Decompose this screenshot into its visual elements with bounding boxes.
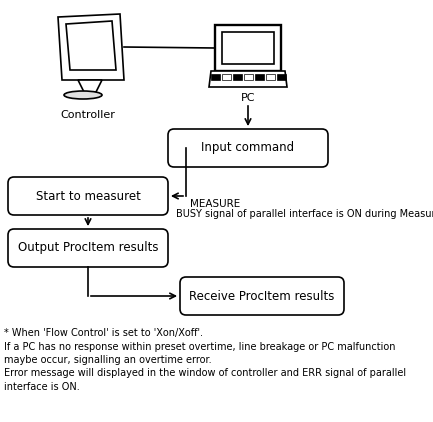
Text: maybe occur, signalling an overtime error.: maybe occur, signalling an overtime erro… <box>4 355 212 365</box>
Text: If a PC has no response within preset overtime, line breakage or PC malfunction: If a PC has no response within preset ov… <box>4 341 395 352</box>
Text: Input command: Input command <box>201 141 294 154</box>
Text: Receive ProcItem results: Receive ProcItem results <box>189 289 335 303</box>
FancyBboxPatch shape <box>8 177 168 215</box>
Polygon shape <box>78 80 102 92</box>
Polygon shape <box>222 74 230 80</box>
Polygon shape <box>277 74 285 80</box>
Polygon shape <box>215 25 281 71</box>
Text: PC: PC <box>241 93 255 103</box>
Text: MEASURE: MEASURE <box>190 199 240 209</box>
Polygon shape <box>233 74 242 80</box>
Text: * When 'Flow Control' is set to 'Xon/Xoff'.: * When 'Flow Control' is set to 'Xon/Xof… <box>4 328 203 338</box>
Text: interface is ON.: interface is ON. <box>4 382 80 392</box>
Polygon shape <box>255 74 264 80</box>
FancyBboxPatch shape <box>168 129 328 167</box>
Polygon shape <box>66 21 116 70</box>
FancyBboxPatch shape <box>8 229 168 267</box>
Polygon shape <box>58 14 124 80</box>
Text: BUSY signal of parallel interface is ON during Measurement.: BUSY signal of parallel interface is ON … <box>176 209 433 219</box>
Text: Output ProcItem results: Output ProcItem results <box>18 241 158 254</box>
FancyBboxPatch shape <box>180 277 344 315</box>
Polygon shape <box>209 71 287 87</box>
Text: Start to measuret: Start to measuret <box>36 189 140 203</box>
Text: Error message will displayed in the window of controller and ERR signal of paral: Error message will displayed in the wind… <box>4 368 406 379</box>
Polygon shape <box>210 74 220 80</box>
Text: Controller: Controller <box>61 110 116 120</box>
Polygon shape <box>222 32 274 64</box>
Polygon shape <box>243 74 252 80</box>
Ellipse shape <box>64 91 102 99</box>
Polygon shape <box>265 74 275 80</box>
